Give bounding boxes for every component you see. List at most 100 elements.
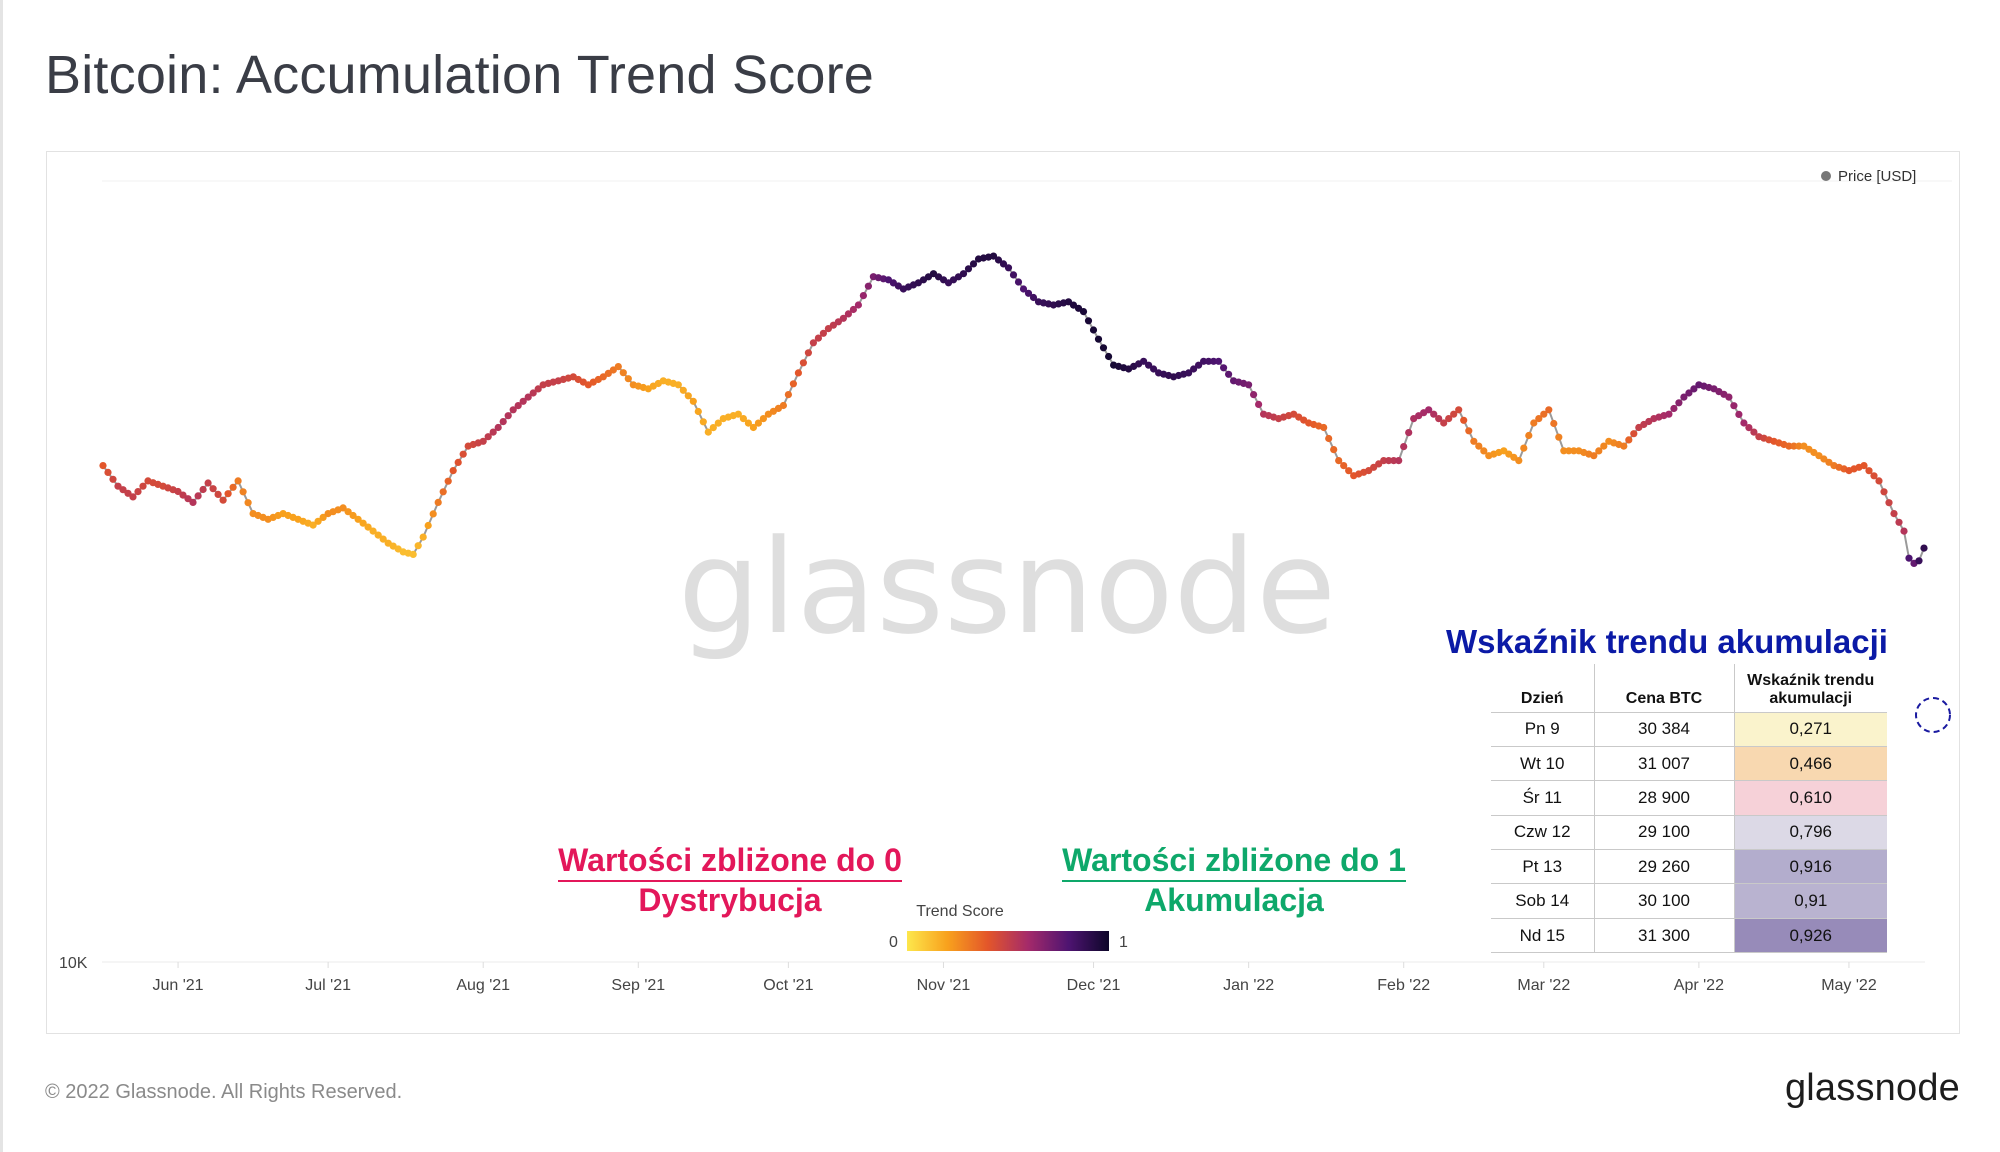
cell-price: 31 300 (1594, 918, 1735, 954)
price-point (414, 542, 422, 550)
price-point (199, 485, 207, 494)
price-point (709, 424, 717, 432)
price-point (1460, 416, 1468, 424)
cell-score: 0,610 (1734, 780, 1887, 816)
price-point (519, 397, 527, 405)
price-point (674, 381, 682, 389)
table-row: Sob 14 30 100 0,91 (1491, 883, 1887, 919)
price-point (1430, 410, 1438, 418)
price-point (1875, 477, 1883, 485)
price-point (1255, 400, 1263, 408)
y-tick-label: 10K (59, 955, 88, 972)
price-point (1545, 406, 1553, 414)
price-point (1890, 510, 1898, 518)
price-point (1745, 424, 1753, 432)
cell-day: Wt 10 (1491, 746, 1595, 782)
price-point (534, 385, 542, 393)
price-point (614, 363, 622, 371)
price-point (479, 437, 487, 445)
table-row: Pn 9 30 384 0,271 (1491, 712, 1887, 747)
price-point (1570, 447, 1578, 455)
price-point (1390, 457, 1398, 465)
price-point (494, 423, 502, 432)
header-day: Dzień (1491, 664, 1595, 713)
price-point (699, 418, 707, 426)
colorbar-min-label: 0 (889, 934, 898, 951)
price-point (124, 489, 132, 497)
price-point (1860, 462, 1868, 470)
price-point (344, 508, 352, 516)
price-point (139, 482, 147, 490)
cell-price: 29 260 (1594, 849, 1735, 885)
price-point (514, 402, 522, 410)
price-point (184, 495, 192, 503)
price-point (309, 521, 317, 529)
price-point (1425, 406, 1433, 414)
distribution-line1: Wartości zbliżone do 0 (558, 842, 902, 882)
page-title: Bitcoin: Accumulation Trend Score (45, 45, 875, 105)
price-point (784, 391, 793, 399)
price-point (1009, 271, 1018, 279)
price-point (524, 393, 532, 401)
price-point (1145, 361, 1153, 369)
price-point (359, 519, 367, 527)
price-point (1014, 278, 1023, 286)
price-point (1215, 357, 1223, 365)
price-point (834, 318, 843, 326)
price-point (859, 292, 868, 300)
accumulation-line1: Wartości zbliżone do 1 (1062, 842, 1406, 882)
footer-copyright: © 2022 Glassnode. All Rights Reserved. (45, 1081, 403, 1103)
price-point (1345, 467, 1353, 475)
price-point (244, 499, 252, 507)
price-point (1380, 457, 1388, 465)
price-point (839, 314, 848, 322)
cell-score: 0,271 (1734, 712, 1887, 747)
x-tick-label: Aug '21 (456, 977, 510, 994)
price-point (429, 510, 437, 518)
price-point (694, 407, 702, 416)
cell-price: 28 900 (1594, 780, 1735, 816)
price-point (434, 498, 442, 506)
cell-price: 29 100 (1594, 815, 1735, 851)
price-point (1340, 462, 1348, 470)
price-point (314, 517, 322, 525)
cell-day: Czw 12 (1491, 815, 1595, 851)
price-point (1190, 365, 1198, 373)
cell-price: 31 007 (1594, 746, 1735, 782)
price-point (1445, 415, 1453, 423)
price-point (844, 310, 853, 318)
cell-day: Nd 15 (1491, 918, 1595, 954)
price-point (1150, 365, 1158, 373)
cell-price: 30 384 (1594, 712, 1735, 747)
price-point (994, 256, 1003, 264)
price-point (1084, 317, 1093, 325)
price-point (1690, 385, 1698, 393)
legend[interactable]: Price [USD] (1821, 168, 1916, 185)
x-tick-label: Nov '21 (917, 977, 971, 994)
price-point (504, 412, 512, 420)
price-point (1245, 381, 1253, 389)
header-price: Cena BTC (1594, 664, 1735, 713)
price-point (364, 523, 372, 531)
price-point (1250, 391, 1258, 399)
price-point (354, 515, 362, 523)
price-point (1435, 415, 1443, 423)
table-row: Wt 10 31 007 0,466 (1491, 746, 1887, 782)
price-point (1625, 436, 1633, 444)
price-point (454, 458, 462, 466)
price-point (1685, 389, 1693, 397)
price-point (1455, 406, 1463, 414)
price-point (1630, 430, 1638, 438)
price-point (1540, 410, 1548, 418)
price-point (1395, 457, 1403, 465)
price-point (1480, 447, 1488, 455)
price-point (424, 521, 432, 530)
price-point (1530, 419, 1538, 427)
price-point (1079, 308, 1088, 316)
price-point (1560, 447, 1568, 455)
cell-score: 0,926 (1734, 918, 1887, 954)
price-point (1920, 544, 1928, 552)
price-point (1600, 442, 1608, 450)
price-point (134, 488, 142, 496)
price-point (1210, 357, 1218, 365)
